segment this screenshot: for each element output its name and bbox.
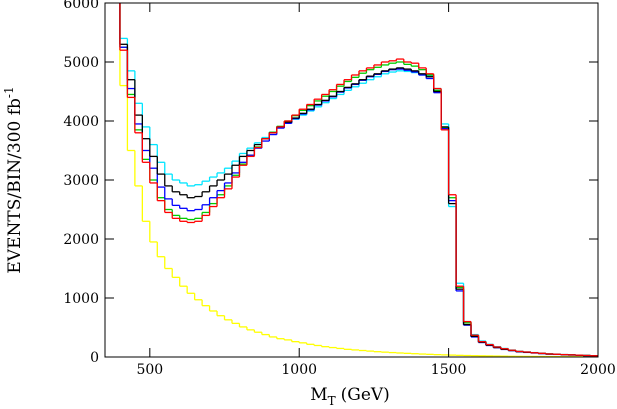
plot-area — [119, 3, 598, 357]
histogram-series — [119, 3, 598, 357]
x-label-sub: T — [328, 394, 336, 408]
histogram-series — [119, 3, 598, 357]
x-label-main: M — [310, 385, 327, 405]
histogram-series — [119, 3, 598, 357]
y-tick-label: 0 — [90, 350, 99, 366]
y-tick-label: 3000 — [63, 173, 99, 189]
y-tick-label: 4000 — [63, 114, 99, 130]
y-tick-label: 6000 — [63, 0, 99, 12]
x-tick-label: 1000 — [281, 362, 317, 378]
y-axis-label: EVENTS/BIN/300 fb-1 — [2, 86, 25, 273]
y-tick-label: 1000 — [63, 291, 99, 307]
x-tick-label: 1500 — [431, 362, 467, 378]
y-label-main: EVENTS/BIN/300 fb — [5, 98, 25, 274]
x-tick-label: 500 — [136, 362, 163, 378]
y-tick-label: 5000 — [63, 55, 99, 71]
x-label-unit: (GeV) — [341, 385, 390, 405]
histogram-series — [119, 3, 598, 357]
y-tick-label: 2000 — [63, 232, 99, 248]
x-tick-label: 2000 — [580, 362, 616, 378]
histogram-series — [119, 3, 598, 357]
histogram-series — [119, 3, 598, 357]
x-axis-label: MT (GeV) — [310, 385, 390, 408]
y-label-sup: -1 — [2, 86, 16, 98]
